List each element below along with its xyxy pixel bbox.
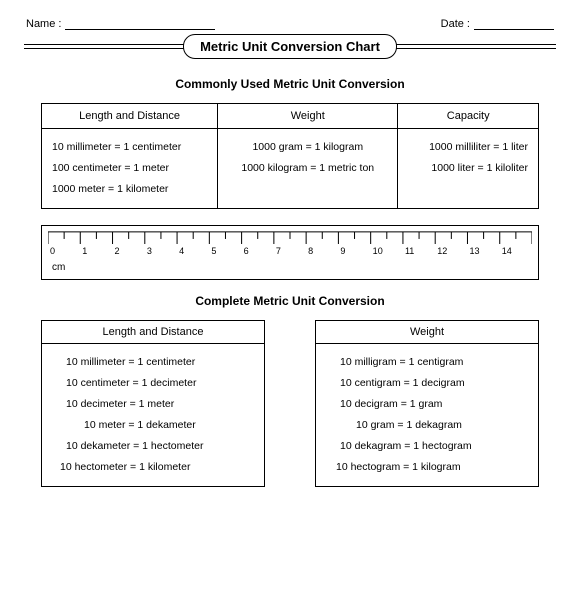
svg-text:0: 0 <box>50 246 55 256</box>
conversion-row: 10 hectogram = 1 kilogram <box>326 457 528 478</box>
date-field: Date : <box>441 18 554 30</box>
svg-text:14: 14 <box>502 246 512 256</box>
ruler-graphic: 0123456789101112131415 <box>48 230 532 260</box>
svg-text:6: 6 <box>244 246 249 256</box>
conversion-row: 10 centimeter = 1 decimeter <box>52 373 254 394</box>
name-field: Name : <box>26 18 215 30</box>
col-length-header: Length and Distance <box>42 104 218 129</box>
svg-text:2: 2 <box>115 246 120 256</box>
conversion-row: 10 meter = 1 dekameter <box>52 415 254 436</box>
conversion-row: 10 centigram = 1 decigram <box>326 373 528 394</box>
conversion-row: 1000 gram = 1 kilogram <box>228 137 387 158</box>
name-label: Name : <box>26 18 61 30</box>
col-capacity-header: Capacity <box>398 104 539 129</box>
conversion-row: 10 dekameter = 1 hectometer <box>52 436 254 457</box>
conversion-row: 1000 liter = 1 kiloliter <box>408 158 528 179</box>
conversion-row: 100 centimeter = 1 meter <box>52 158 207 179</box>
svg-text:12: 12 <box>437 246 447 256</box>
title-area: Metric Unit Conversion Chart <box>24 34 556 59</box>
weight-cell: 1000 gram = 1 kilogram1000 kilogram = 1 … <box>218 129 398 209</box>
ruler: 0123456789101112131415 cm <box>41 225 539 280</box>
svg-text:4: 4 <box>179 246 184 256</box>
conversion-row: 1000 milliliter = 1 liter <box>408 137 528 158</box>
conversion-row: 10 milligram = 1 centigram <box>326 352 528 373</box>
svg-text:13: 13 <box>469 246 479 256</box>
header-fields: Name : Date : <box>24 18 556 30</box>
svg-text:10: 10 <box>373 246 383 256</box>
weight-table-header: Weight <box>316 321 538 344</box>
conversion-row: 10 millimeter = 1 centimeter <box>52 137 207 158</box>
weight-table-body: 10 milligram = 1 centigram10 centigram =… <box>316 344 538 486</box>
conversion-row: 10 gram = 1 dekagram <box>326 415 528 436</box>
conversion-row: 10 dekagram = 1 hectogram <box>326 436 528 457</box>
date-line[interactable] <box>474 18 554 30</box>
length-table: Length and Distance 10 millimeter = 1 ce… <box>41 320 265 487</box>
length-cell: 10 millimeter = 1 centimeter100 centimet… <box>42 129 218 209</box>
page-title: Metric Unit Conversion Chart <box>183 34 397 59</box>
conversion-row: 1000 meter = 1 kilometer <box>52 179 207 200</box>
weight-table: Weight 10 milligram = 1 centigram10 cent… <box>315 320 539 487</box>
svg-text:11: 11 <box>405 246 414 256</box>
length-table-body: 10 millimeter = 1 centimeter10 centimete… <box>42 344 264 486</box>
svg-text:1: 1 <box>82 246 87 256</box>
svg-text:7: 7 <box>276 246 281 256</box>
complete-conversion-tables: Length and Distance 10 millimeter = 1 ce… <box>41 320 539 487</box>
conversion-row: 10 decigram = 1 gram <box>326 394 528 415</box>
date-label: Date : <box>441 18 470 30</box>
ruler-unit-label: cm <box>52 262 532 273</box>
svg-text:3: 3 <box>147 246 152 256</box>
svg-text:9: 9 <box>340 246 345 256</box>
col-weight-header: Weight <box>218 104 398 129</box>
common-conversion-table: Length and Distance Weight Capacity 10 m… <box>41 103 539 209</box>
length-table-header: Length and Distance <box>42 321 264 344</box>
conversion-row: 10 decimeter = 1 meter <box>52 394 254 415</box>
svg-text:5: 5 <box>211 246 216 256</box>
conversion-row: 10 hectometer = 1 kilometer <box>52 457 254 478</box>
section1-heading: Commonly Used Metric Unit Conversion <box>24 77 556 91</box>
name-line[interactable] <box>65 18 215 30</box>
svg-text:8: 8 <box>308 246 313 256</box>
section2-heading: Complete Metric Unit Conversion <box>24 294 556 308</box>
capacity-cell: 1000 milliliter = 1 liter1000 liter = 1 … <box>398 129 539 209</box>
conversion-row: 10 millimeter = 1 centimeter <box>52 352 254 373</box>
conversion-row: 1000 kilogram = 1 metric ton <box>228 158 387 179</box>
